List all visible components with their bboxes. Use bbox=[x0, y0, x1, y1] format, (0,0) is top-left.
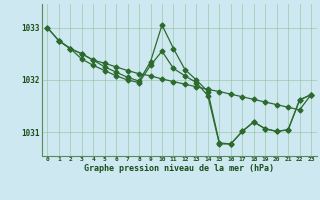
X-axis label: Graphe pression niveau de la mer (hPa): Graphe pression niveau de la mer (hPa) bbox=[84, 164, 274, 173]
